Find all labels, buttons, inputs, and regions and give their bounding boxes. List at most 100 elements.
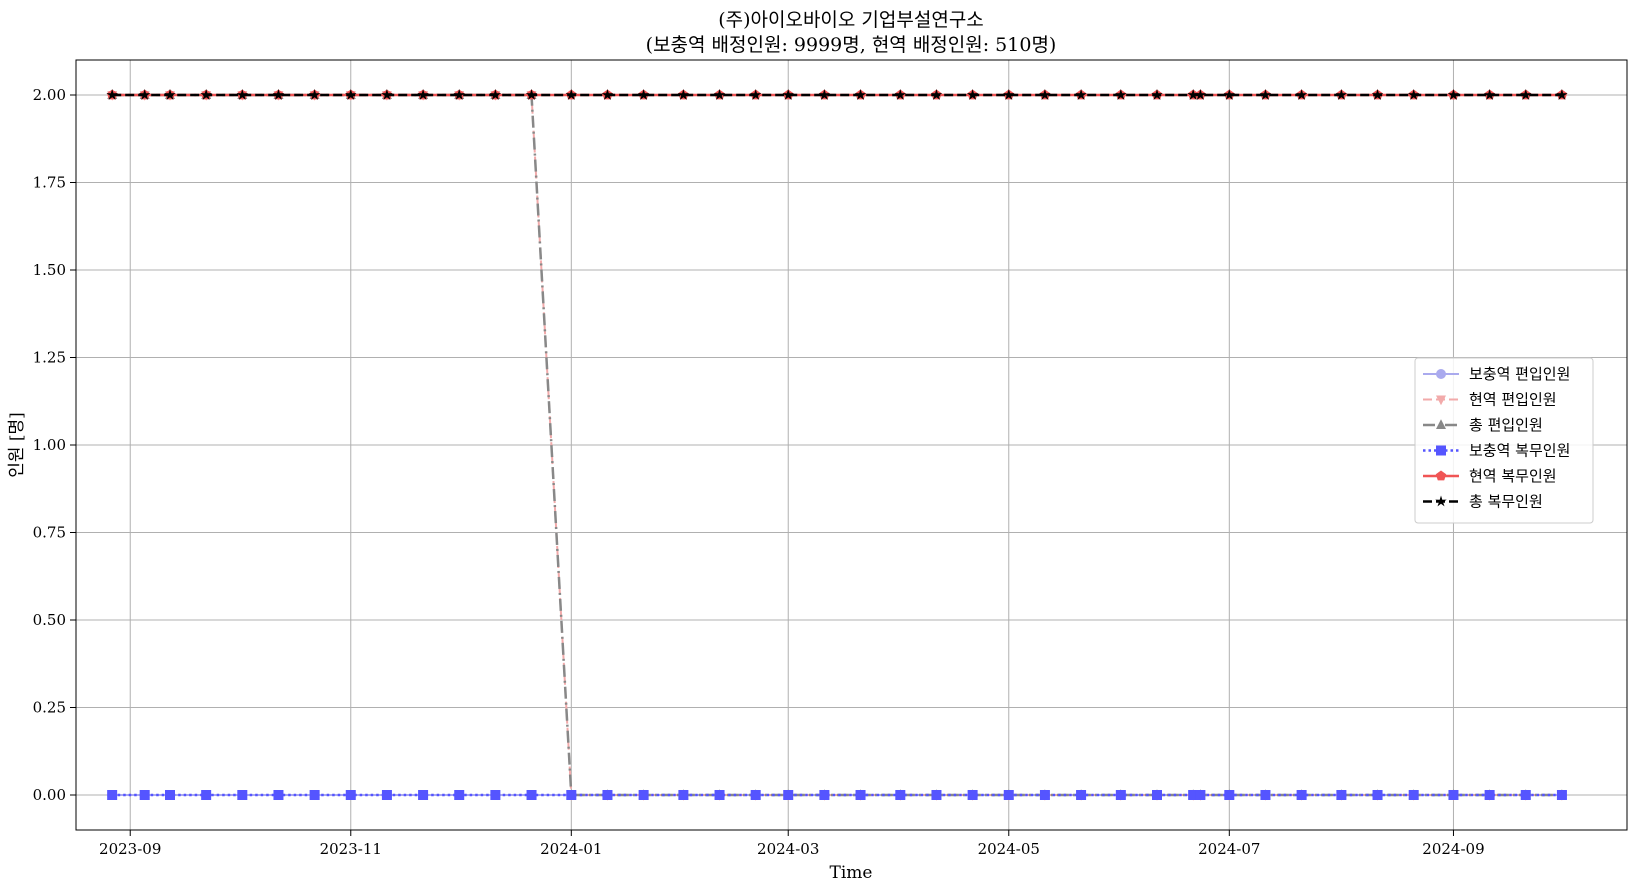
- x-tick-label: 2024-03: [757, 840, 819, 858]
- y-tick-label: 1.50: [33, 261, 66, 279]
- data-point: [272, 89, 285, 100]
- data-point: [236, 89, 248, 100]
- data-point: [1039, 790, 1050, 800]
- y-tick-label: 0.00: [33, 786, 66, 804]
- data-point: [638, 790, 649, 800]
- data-point: [308, 89, 321, 100]
- data-point: [1408, 89, 1420, 100]
- series-line: [112, 93, 1562, 797]
- data-point: [454, 790, 465, 800]
- x-tick-label: 2023-11: [320, 840, 382, 858]
- data-point: [1448, 790, 1459, 800]
- data-point: [345, 89, 357, 100]
- legend-label: 총 편입인원: [1469, 416, 1543, 434]
- data-point: [417, 89, 429, 100]
- series-layer: [106, 89, 1568, 801]
- x-axis-label: Time: [830, 863, 873, 883]
- data-point: [602, 790, 613, 800]
- data-point: [381, 89, 393, 100]
- data-point: [1115, 790, 1126, 800]
- legend-item: 현역 편입인원: [1423, 391, 1557, 409]
- data-point: [601, 89, 614, 100]
- data-point: [1483, 89, 1496, 100]
- data-point: [345, 790, 356, 800]
- legend-marker: [1436, 445, 1446, 456]
- data-point: [106, 89, 118, 100]
- legend-marker: [1435, 470, 1447, 481]
- y-tick-label: 1.75: [33, 174, 66, 192]
- data-point: [1003, 790, 1014, 800]
- data-point: [1520, 89, 1532, 100]
- legend-box: [1414, 357, 1594, 524]
- data-point: [782, 89, 794, 100]
- data-point: [565, 89, 577, 100]
- data-point: [713, 89, 726, 100]
- data-point: [237, 790, 248, 800]
- data-point: [894, 89, 906, 100]
- data-point: [967, 790, 978, 800]
- y-tick-label: 1.00: [33, 436, 66, 454]
- data-point: [381, 790, 392, 800]
- data-point: [1188, 790, 1199, 800]
- data-point: [637, 89, 650, 100]
- data-point: [1296, 790, 1307, 800]
- series-4: [107, 790, 1567, 800]
- data-point: [1371, 89, 1384, 100]
- legend-item: 총 복무인원: [1423, 493, 1543, 511]
- legend-label: 보충역 편입인원: [1469, 365, 1570, 383]
- data-point: [750, 89, 762, 100]
- legend-label: 현역 편입인원: [1469, 391, 1557, 409]
- data-point: [854, 89, 867, 100]
- data-point: [750, 790, 761, 800]
- data-point: [819, 790, 830, 800]
- data-point: [1187, 89, 1199, 100]
- legend-label: 보충역 복무인원: [1469, 442, 1570, 460]
- series-6: [106, 89, 1568, 100]
- data-point: [1039, 89, 1051, 100]
- data-point: [165, 790, 175, 800]
- data-point: [1195, 790, 1206, 800]
- data-point: [930, 89, 943, 100]
- y-tick-label: 1.25: [33, 349, 66, 367]
- data-point: [139, 790, 150, 800]
- data-point: [1075, 89, 1087, 100]
- data-point: [490, 790, 501, 800]
- data-point: [1151, 89, 1163, 100]
- legend-item: 현역 복무인원: [1423, 467, 1557, 485]
- data-point: [895, 790, 906, 800]
- data-point: [677, 89, 690, 100]
- data-point: [1336, 790, 1347, 800]
- data-point: [453, 89, 465, 100]
- data-point: [566, 790, 577, 800]
- grid: [76, 60, 1627, 830]
- x-tick-label: 2023-09: [99, 840, 161, 858]
- data-point: [418, 790, 429, 800]
- data-point: [200, 89, 212, 100]
- data-point: [714, 790, 725, 800]
- data-point: [1194, 89, 1207, 100]
- series-3: [107, 89, 1567, 799]
- legend-marker: [1435, 495, 1447, 507]
- x-tick-label: 2024-09: [1422, 840, 1484, 858]
- data-point: [1556, 790, 1567, 800]
- data-point: [525, 89, 538, 100]
- data-point: [1259, 89, 1272, 100]
- legend-marker: [1436, 395, 1446, 406]
- chart-title: (주)아이오바이오 기업부설연구소: [718, 9, 984, 31]
- data-point: [1408, 790, 1419, 800]
- legend-label: 현역 복무인원: [1469, 467, 1557, 485]
- data-point: [139, 89, 151, 100]
- y-tick-label: 0.50: [33, 611, 66, 629]
- y-axis-label: 인원 [명]: [7, 412, 27, 478]
- data-point: [783, 790, 794, 800]
- x-axis: 2023-09 2023-11 2024-01 2024-03 2024-05 2024-…: [99, 830, 1485, 858]
- legend-marker: [1436, 419, 1446, 429]
- data-point: [1520, 790, 1531, 800]
- legend-item: 보충역 복무인원: [1423, 442, 1570, 460]
- data-point: [309, 790, 320, 800]
- data-point: [1076, 790, 1087, 800]
- data-point: [201, 790, 212, 800]
- data-point: [273, 790, 284, 800]
